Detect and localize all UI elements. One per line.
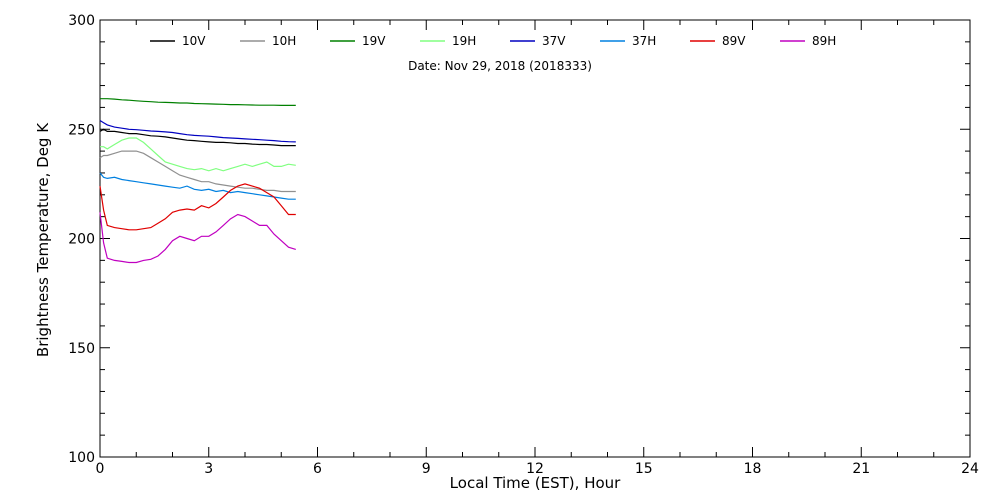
y-tick-label: 100 bbox=[68, 450, 95, 466]
x-tick-label: 9 bbox=[422, 461, 431, 477]
x-tick-label: 18 bbox=[744, 461, 762, 477]
series-line-10h bbox=[100, 151, 296, 191]
x-tick-label: 6 bbox=[313, 461, 322, 477]
y-tick-label: 200 bbox=[68, 232, 95, 248]
x-axis-title: Local Time (EST), Hour bbox=[450, 474, 621, 492]
legend: 10V 10H 19V 19H 37V 37H 89V 89H bbox=[150, 34, 836, 48]
legend-label-37v: 37V bbox=[542, 34, 566, 48]
y-tick-label: 300 bbox=[68, 13, 95, 29]
x-tick-label: 15 bbox=[635, 461, 653, 477]
series-lines bbox=[100, 99, 296, 263]
series-line-19h bbox=[100, 138, 296, 171]
x-tick-label: 24 bbox=[961, 461, 979, 477]
series-line-37h bbox=[100, 173, 296, 199]
legend-label-10v: 10V bbox=[182, 34, 206, 48]
series-line-19v bbox=[100, 99, 296, 106]
y-tick-label: 250 bbox=[68, 122, 95, 138]
x-tick-label: 0 bbox=[96, 461, 105, 477]
legend-label-89v: 89V bbox=[722, 34, 746, 48]
legend-label-37h: 37H bbox=[632, 34, 656, 48]
x-tick-label: 3 bbox=[204, 461, 213, 477]
date-annotation: Date: Nov 29, 2018 (2018333) bbox=[408, 59, 592, 73]
series-line-89h bbox=[100, 212, 296, 262]
plot-frame bbox=[100, 20, 970, 457]
axes bbox=[100, 20, 970, 457]
legend-label-19v: 19V bbox=[362, 34, 386, 48]
legend-label-19h: 19H bbox=[452, 34, 476, 48]
legend-label-89h: 89H bbox=[812, 34, 836, 48]
y-axis-title: Brightness Temperature, Deg K bbox=[34, 122, 52, 357]
series-line-37v bbox=[100, 121, 296, 142]
x-tick-label: 21 bbox=[852, 461, 870, 477]
y-tick-label: 150 bbox=[68, 341, 95, 357]
legend-label-10h: 10H bbox=[272, 34, 296, 48]
